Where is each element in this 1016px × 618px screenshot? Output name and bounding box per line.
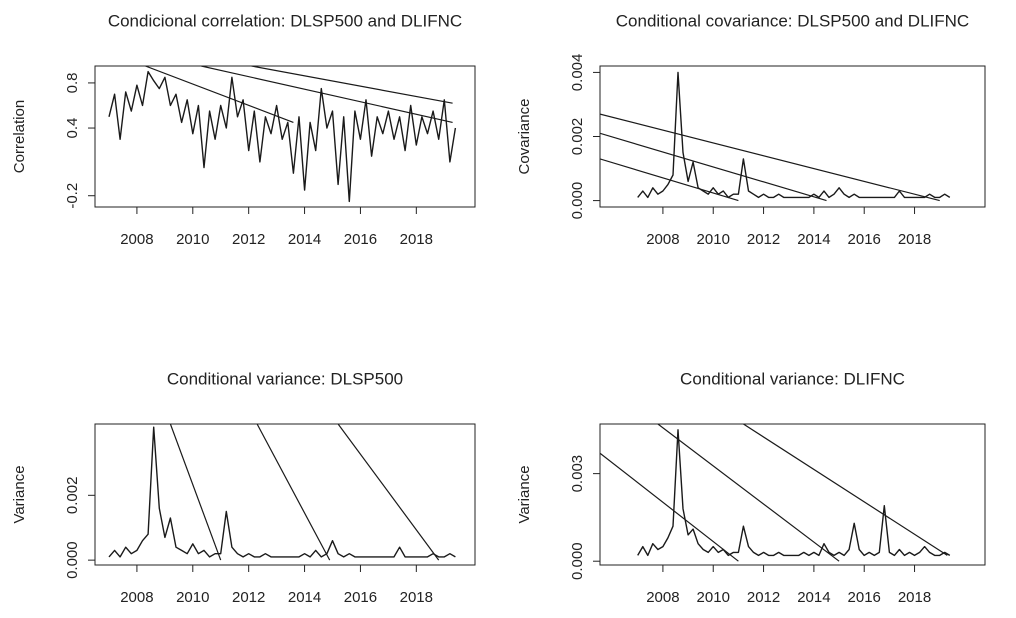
chart-title: Condicional correlation: DLSP500 and DLI… — [108, 11, 462, 30]
wrap-segment — [600, 113, 940, 202]
plot-frame — [599, 65, 986, 208]
y-tick-label: 0.002 — [64, 477, 81, 515]
wrap-segment — [657, 424, 840, 562]
x-tick-label: 2010 — [176, 589, 209, 606]
data-line — [637, 71, 951, 199]
y-tick-label: 0.4 — [64, 118, 81, 139]
x-tick-label: 2016 — [848, 589, 881, 606]
x-tick-label: 2016 — [344, 589, 377, 606]
wrap-segment — [743, 424, 948, 556]
x-tick-label: 2014 — [288, 589, 321, 606]
x-tick-label: 2016 — [848, 231, 881, 248]
wrap-segment — [256, 424, 331, 561]
x-tick-label: 2012 — [232, 589, 265, 606]
plot-frame — [94, 423, 476, 566]
x-tick-label: 2018 — [400, 589, 433, 606]
y-tick-label: 0.002 — [569, 118, 586, 156]
wrap-segment — [600, 132, 827, 202]
x-tick-label: 2018 — [400, 231, 433, 248]
y-tick-label: -0.2 — [64, 183, 81, 209]
x-tick-label: 2014 — [797, 589, 830, 606]
y-tick-label: 0.003 — [569, 455, 586, 493]
x-tick-label: 2008 — [120, 589, 153, 606]
x-tick-label: 2012 — [747, 589, 780, 606]
chart-title: Conditional covariance: DLSP500 and DLIF… — [616, 11, 969, 30]
x-tick-label: 2018 — [898, 231, 931, 248]
x-tick-label: 2012 — [747, 231, 780, 248]
plot-frame — [599, 423, 986, 566]
chart-title: Conditional variance: DLIFNC — [680, 369, 905, 388]
wrap-segment — [169, 424, 222, 561]
data-line — [108, 70, 457, 203]
data-line — [108, 426, 456, 558]
wrap-segment — [600, 452, 739, 562]
plot-area — [108, 66, 457, 203]
x-tick-label: 2012 — [232, 231, 265, 248]
x-tick-label: 2008 — [646, 231, 679, 248]
chart-title: Conditional variance: DLSP500 — [167, 369, 403, 388]
y-tick-label: 0.000 — [569, 542, 586, 580]
wrap-segment — [337, 424, 440, 561]
y-tick-label: 0.000 — [569, 182, 586, 220]
y-tick-label: 0.004 — [569, 54, 586, 92]
y-axis-label: Correlation — [11, 100, 28, 173]
plot-frame — [94, 65, 476, 208]
y-tick-label: 0.8 — [64, 72, 81, 93]
plot-area — [108, 424, 456, 561]
wrap-segment — [600, 158, 739, 202]
y-axis-label: Covariance — [516, 99, 533, 175]
data-line — [637, 429, 951, 557]
x-tick-label: 2008 — [646, 589, 679, 606]
y-tick-label: 0.000 — [64, 541, 81, 579]
x-tick-label: 2010 — [176, 231, 209, 248]
x-tick-label: 2014 — [797, 231, 830, 248]
wrap-segment — [145, 66, 294, 123]
x-tick-label: 2008 — [120, 231, 153, 248]
x-tick-label: 2014 — [288, 231, 321, 248]
x-tick-label: 2018 — [898, 589, 931, 606]
x-tick-label: 2010 — [697, 231, 730, 248]
y-axis-label: Variance — [516, 465, 533, 523]
plot-area — [600, 71, 951, 202]
x-tick-label: 2016 — [344, 231, 377, 248]
wrap-segment — [251, 66, 453, 104]
wrap-segment — [201, 66, 453, 123]
plot-area — [600, 424, 951, 562]
x-tick-label: 2010 — [697, 589, 730, 606]
y-axis-label: Variance — [11, 465, 28, 523]
